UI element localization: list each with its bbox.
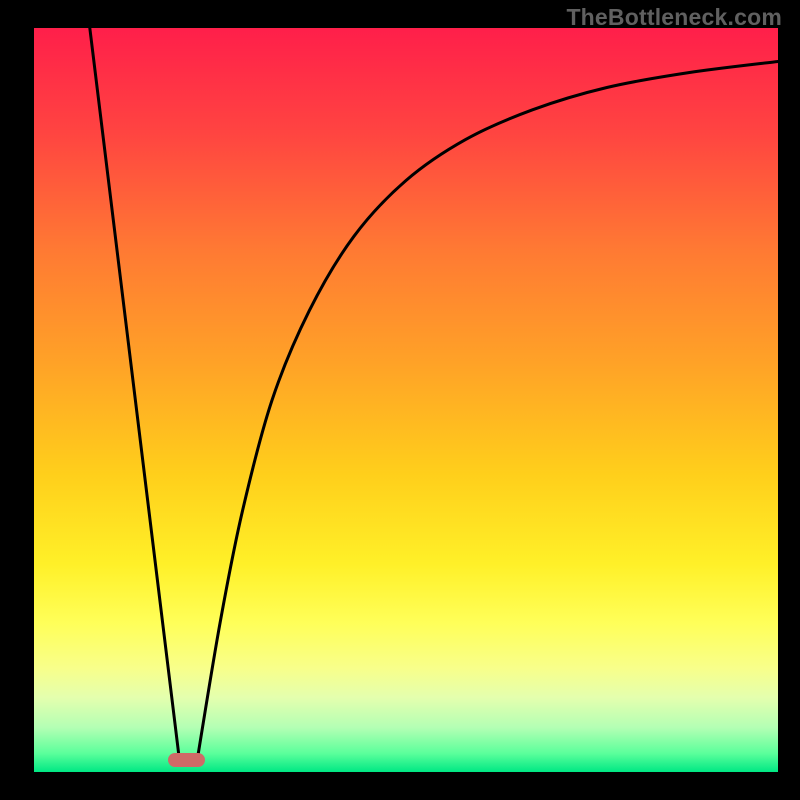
watermark-label: TheBottleneck.com [566, 4, 782, 31]
plot-area [34, 28, 778, 772]
curve-layer [34, 28, 778, 772]
optimal-marker [168, 753, 205, 766]
chart-container [0, 0, 800, 800]
bottleneck-curve [90, 28, 778, 757]
